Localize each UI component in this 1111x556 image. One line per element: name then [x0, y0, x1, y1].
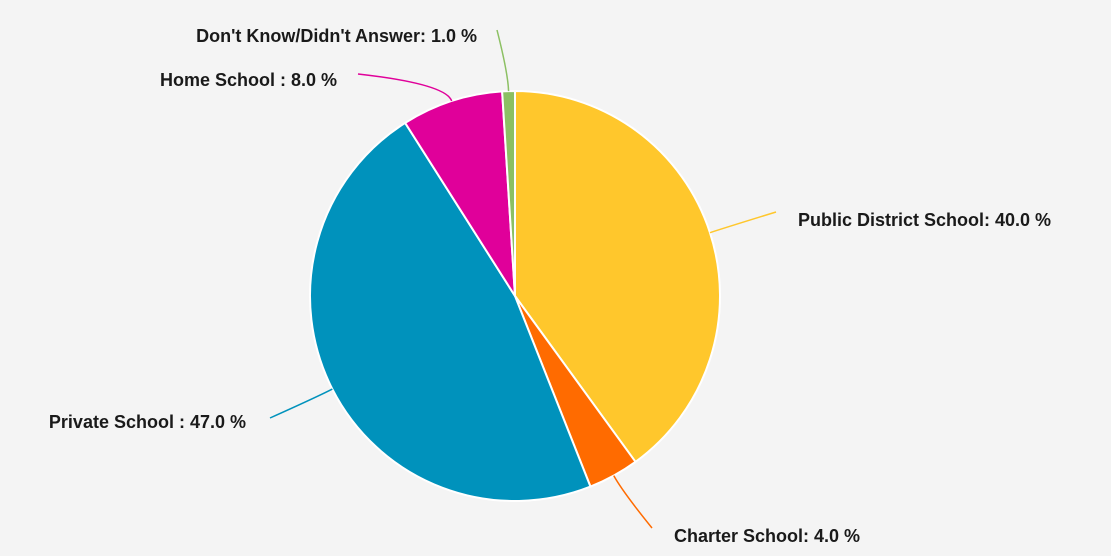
- pie-slice-public-district-school: [514, 90, 721, 463]
- leader-lines: [269, 29, 777, 529]
- leader-line-public-district-school: [709, 211, 777, 234]
- data-label-private-school: Private School : 47.0 %: [49, 412, 246, 432]
- leader-line-private-school: [269, 388, 333, 419]
- leader-line-home-school: [357, 73, 453, 102]
- pie-slice-home-school: [404, 90, 516, 297]
- data-label-home-school: Home School : 8.0 %: [160, 70, 337, 90]
- leader-line-don-t-know-didn-t-answer: [496, 29, 510, 92]
- data-labels: Public District School: 40.0 % Charter Sc…: [49, 26, 1051, 546]
- leader-line-charter-school: [613, 475, 653, 529]
- data-label-don-t-know-didn-t-answer: Don't Know/Didn't Answer: 1.0 %: [196, 26, 477, 46]
- data-label-public-district-school: Public District School: 40.0 %: [798, 210, 1051, 230]
- pie-slice-private-school: [309, 121, 592, 502]
- data-label-charter-school: Charter School: 4.0 %: [674, 526, 860, 546]
- pie-slices: [309, 90, 721, 502]
